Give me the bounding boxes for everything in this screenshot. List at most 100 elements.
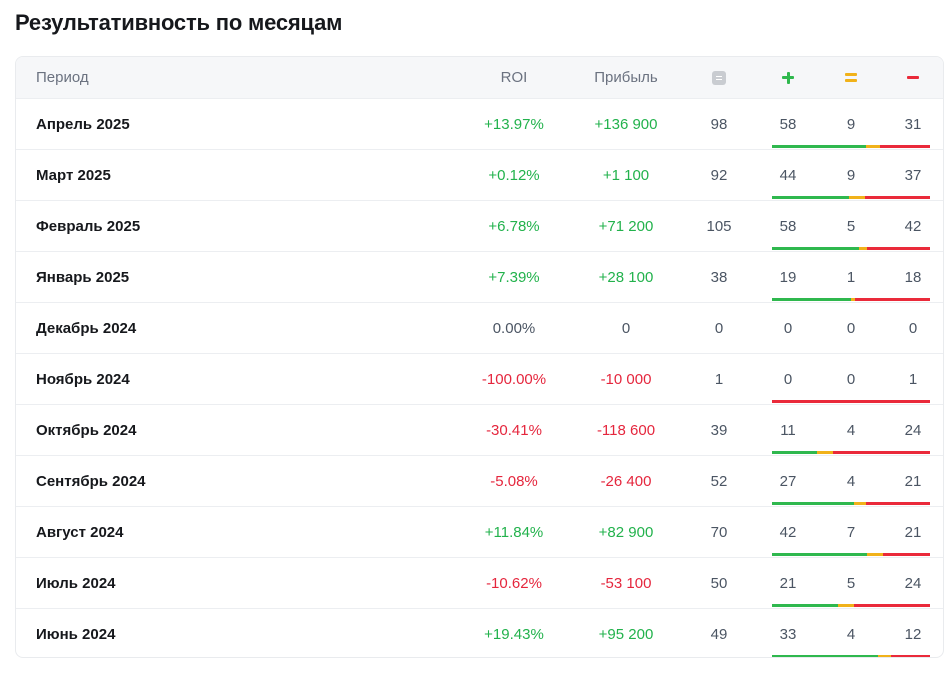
profit-cell: -118 600 — [596, 421, 656, 439]
wins-cell: 11 — [780, 421, 796, 439]
table-row[interactable]: Март 2025 +0.12% +1 100 92 44 9 37 — [16, 149, 943, 200]
column-header-total[interactable] — [695, 57, 743, 98]
roi-cell: +6.78% — [488, 217, 540, 235]
draw-segment — [854, 502, 867, 505]
wins-cell: 27 — [779, 472, 797, 490]
wins-cell: 58 — [779, 115, 797, 133]
win-draw-loss-bar — [772, 196, 930, 199]
table-row[interactable]: Ноябрь 2024 -100.00% -10 000 1 0 0 1 — [16, 353, 943, 404]
roi-cell: -10.62% — [486, 574, 542, 592]
total-cell: 105 — [706, 217, 732, 235]
win-segment — [772, 298, 851, 301]
roi-cell: -30.41% — [486, 421, 542, 439]
roi-cell: +11.84% — [484, 523, 544, 541]
total-cell: 50 — [710, 574, 728, 592]
period-cell: Октябрь 2024 — [36, 421, 137, 439]
draws-cell: 5 — [846, 574, 856, 592]
draws-cell: 1 — [846, 268, 856, 286]
win-draw-loss-bar — [772, 655, 930, 657]
period-cell: Ноябрь 2024 — [36, 370, 130, 388]
loss-segment — [866, 502, 930, 505]
draw-segment — [816, 451, 833, 454]
column-header-period[interactable]: Период — [36, 69, 89, 86]
win-segment — [772, 145, 866, 148]
profit-cell: +71 200 — [598, 217, 654, 235]
profit-cell: -10 000 — [600, 370, 652, 388]
win-draw-loss-bar — [772, 451, 930, 454]
loss-segment — [854, 604, 930, 607]
total-cell: 1 — [714, 370, 724, 388]
win-draw-loss-bar — [772, 553, 930, 556]
profit-cell: +95 200 — [598, 625, 654, 643]
column-header-roi[interactable]: ROI — [500, 69, 528, 86]
table-row[interactable]: Апрель 2025 +13.97% +136 900 98 58 9 31 — [16, 98, 943, 149]
win-draw-loss-bar — [772, 400, 930, 403]
table-row[interactable]: Июнь 2024 +19.43% +95 200 49 33 4 12 — [16, 608, 943, 657]
losses-cell: 42 — [904, 217, 922, 235]
minus-icon — [907, 76, 919, 79]
draws-cell: 4 — [846, 421, 856, 439]
table-row[interactable]: Сентябрь 2024 -5.08% -26 400 52 27 4 21 — [16, 455, 943, 506]
period-cell: Март 2025 — [36, 166, 111, 184]
win-segment — [772, 247, 860, 250]
losses-cell: 18 — [904, 268, 922, 286]
draw-segment — [878, 655, 892, 657]
list-icon — [712, 70, 726, 85]
roi-cell: +7.39% — [488, 268, 540, 286]
wins-cell: 44 — [779, 166, 797, 184]
losses-cell: 37 — [904, 166, 922, 184]
equals-icon — [845, 72, 857, 83]
wins-cell: 0 — [783, 370, 793, 388]
win-segment — [772, 451, 817, 454]
total-cell: 38 — [710, 268, 728, 286]
win-draw-loss-bar — [772, 247, 930, 250]
draws-cell: 9 — [846, 166, 856, 184]
loss-segment — [880, 145, 930, 148]
column-header-profit[interactable]: Прибыль — [594, 69, 658, 86]
win-segment — [772, 655, 879, 657]
period-cell: Январь 2025 — [36, 268, 130, 286]
wins-cell: 21 — [779, 574, 797, 592]
loss-segment — [855, 298, 930, 301]
profit-cell: +82 900 — [598, 523, 654, 541]
column-header-losses[interactable] — [886, 57, 940, 98]
table-row[interactable]: Июль 2024 -10.62% -53 100 50 21 5 24 — [16, 557, 943, 608]
column-header-wins[interactable] — [768, 57, 808, 98]
draws-cell: 4 — [846, 472, 856, 490]
wins-cell: 33 — [779, 625, 797, 643]
win-draw-loss-bar — [772, 604, 930, 607]
total-cell: 70 — [710, 523, 728, 541]
losses-cell: 12 — [904, 625, 922, 643]
roi-cell: -100.00% — [481, 370, 547, 388]
table-row[interactable]: Август 2024 +11.84% +82 900 70 42 7 21 — [16, 506, 943, 557]
loss-segment — [866, 247, 930, 250]
column-header-draws[interactable] — [831, 57, 871, 98]
table-row[interactable]: Октябрь 2024 -30.41% -118 600 39 11 4 24 — [16, 404, 943, 455]
roi-cell: +13.97% — [484, 115, 544, 133]
roi-cell: +0.12% — [488, 166, 540, 184]
losses-cell: 0 — [908, 319, 918, 337]
total-cell: 49 — [710, 625, 728, 643]
table-row[interactable]: Январь 2025 +7.39% +28 100 38 19 1 18 — [16, 251, 943, 302]
profit-cell: +1 100 — [602, 166, 650, 184]
losses-cell: 21 — [904, 472, 922, 490]
loss-segment — [891, 655, 930, 657]
profit-cell: +136 900 — [594, 115, 658, 133]
roi-cell: -5.08% — [490, 472, 538, 490]
wins-cell: 19 — [779, 268, 797, 286]
draws-cell: 7 — [846, 523, 856, 541]
period-cell: Август 2024 — [36, 523, 124, 541]
plus-icon — [782, 71, 794, 84]
win-draw-loss-bar — [772, 502, 930, 505]
draw-segment — [865, 145, 880, 148]
total-cell: 92 — [710, 166, 728, 184]
draw-segment — [849, 196, 866, 199]
losses-cell: 1 — [908, 370, 918, 388]
table-row[interactable]: Февраль 2025 +6.78% +71 200 105 58 5 42 — [16, 200, 943, 251]
total-cell: 0 — [714, 319, 724, 337]
profit-cell: -53 100 — [600, 574, 652, 592]
table-row[interactable]: Декабрь 2024 0.00% 0 0 0 0 0 — [16, 302, 943, 353]
draws-cell: 0 — [846, 319, 856, 337]
win-draw-loss-bar — [772, 145, 930, 148]
win-segment — [772, 196, 850, 199]
